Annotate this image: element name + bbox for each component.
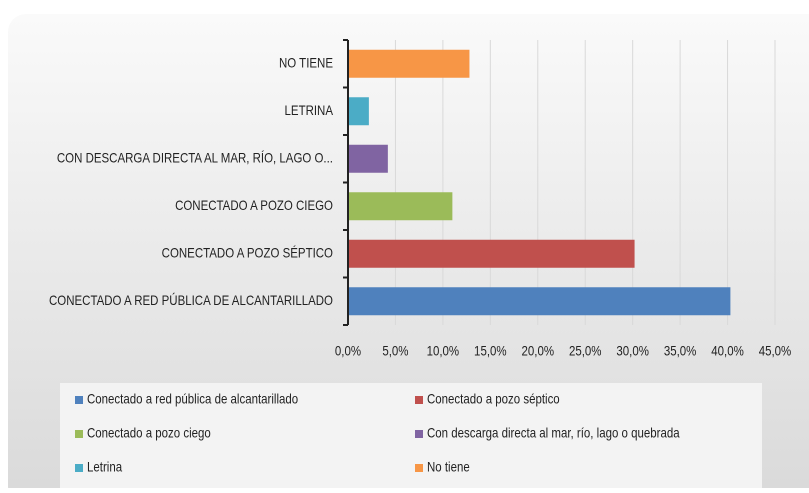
legend-swatch xyxy=(75,430,83,438)
x-tick-label: 25,0% xyxy=(569,343,602,359)
bar xyxy=(348,49,470,78)
bar xyxy=(348,192,453,221)
x-tick-label: 45,0% xyxy=(759,343,792,359)
legend-label: Letrina xyxy=(87,459,123,475)
x-tick-label: 15,0% xyxy=(474,343,507,359)
x-tick-label: 10,0% xyxy=(427,343,460,359)
y-tick-label: CONECTADO A POZO CIEGO xyxy=(175,197,333,213)
legend-label: Conectado a pozo ciego xyxy=(87,425,211,441)
x-tick-label: 40,0% xyxy=(711,343,744,359)
x-tick-label: 20,0% xyxy=(522,343,555,359)
legend-swatch xyxy=(415,396,423,404)
y-tick-label: LETRINA xyxy=(285,102,334,118)
y-tick-label: CONECTADO A POZO SÉPTICO xyxy=(162,244,333,260)
legend-label: No tiene xyxy=(427,459,470,475)
legend-swatch xyxy=(75,396,83,404)
bar xyxy=(348,97,369,126)
y-tick-label: NO TIENE xyxy=(279,54,333,70)
legend-swatch xyxy=(415,464,423,472)
legend-label: Con descarga directa al mar, río, lago o… xyxy=(427,425,680,441)
x-tick-label: 30,0% xyxy=(616,343,649,359)
x-tick-label: 5,0% xyxy=(382,343,408,359)
x-tick-label: 0,0% xyxy=(335,343,361,359)
x-tick-label: 35,0% xyxy=(664,343,697,359)
y-tick-label: CON DESCARGA DIRECTA AL MAR, RÍO, LAGO O… xyxy=(57,149,333,165)
legend-swatch xyxy=(415,430,423,438)
bar xyxy=(348,144,388,173)
legend-box xyxy=(60,383,762,493)
bar xyxy=(348,239,635,268)
legend-label: Conectado a pozo séptico xyxy=(427,391,560,407)
y-tick-label: CONECTADO A RED PÚBLICA DE ALCANTARILLAD… xyxy=(49,292,333,308)
legend-label: Conectado a red pública de alcantarillad… xyxy=(87,391,298,407)
bar xyxy=(348,287,731,316)
legend-swatch xyxy=(75,464,83,472)
